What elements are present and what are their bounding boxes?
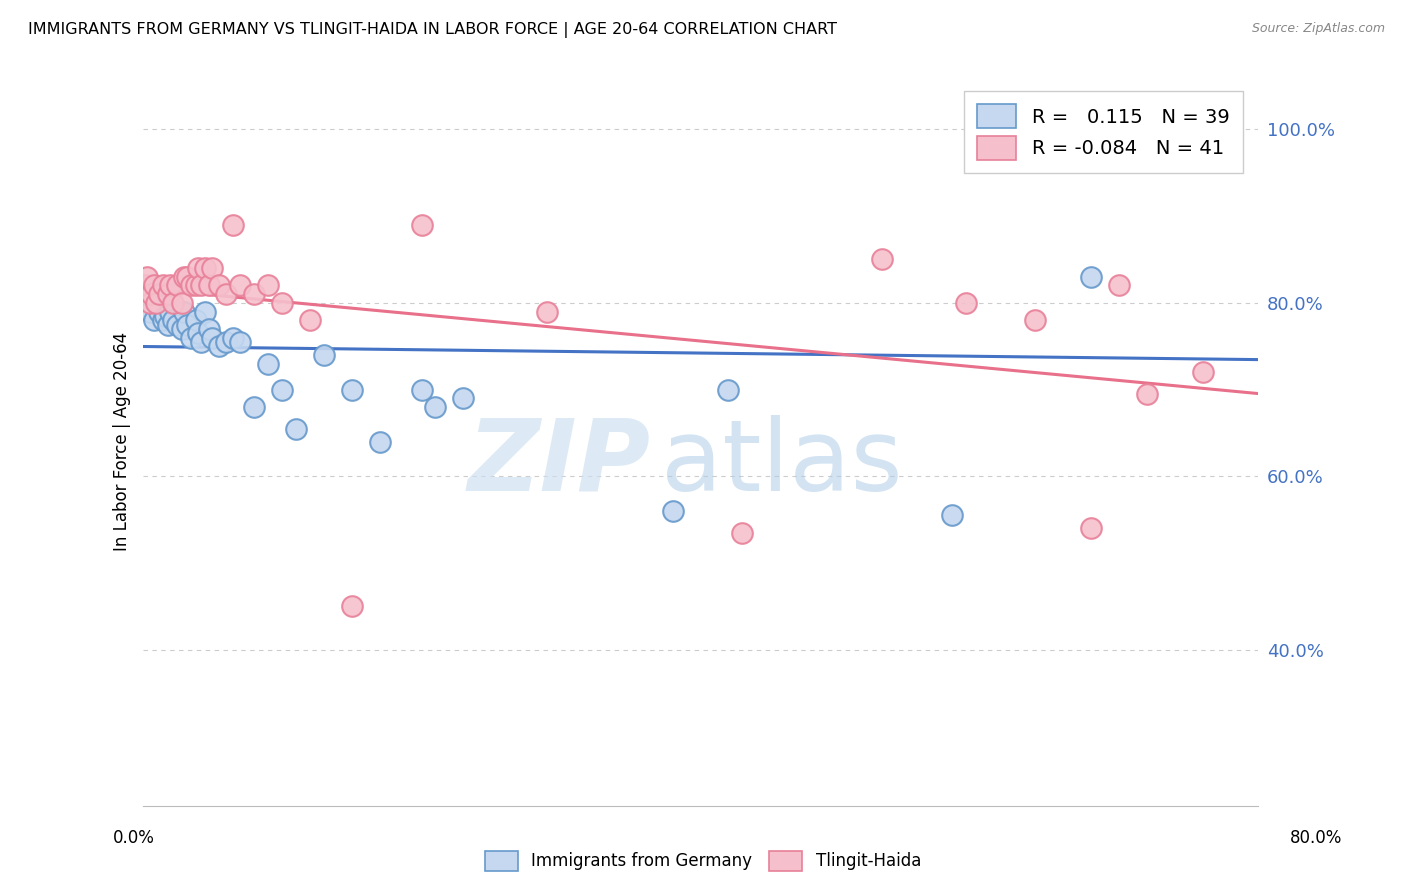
- Point: [257, 278, 280, 293]
- Point: [208, 339, 231, 353]
- Point: [194, 261, 217, 276]
- Point: [425, 400, 447, 414]
- Point: [162, 313, 184, 327]
- Point: [145, 296, 167, 310]
- Point: [148, 287, 170, 301]
- Point: [955, 296, 977, 310]
- Point: [142, 313, 165, 327]
- Point: [870, 252, 893, 267]
- Point: [184, 278, 207, 293]
- Point: [1191, 365, 1213, 379]
- Y-axis label: In Labor Force | Age 20-64: In Labor Force | Age 20-64: [114, 332, 131, 551]
- Point: [1080, 269, 1102, 284]
- Point: [1080, 521, 1102, 535]
- Point: [229, 334, 252, 349]
- Point: [166, 318, 188, 332]
- Point: [717, 383, 740, 397]
- Point: [139, 287, 162, 301]
- Point: [411, 218, 433, 232]
- Point: [180, 278, 202, 293]
- Point: [368, 434, 391, 449]
- Legend: Immigrants from Germany, Tlingit-Haida: Immigrants from Germany, Tlingit-Haida: [477, 842, 929, 880]
- Point: [198, 278, 221, 293]
- Point: [243, 400, 266, 414]
- Point: [222, 330, 245, 344]
- Point: [173, 269, 195, 284]
- Point: [201, 261, 224, 276]
- Text: atlas: atlas: [661, 415, 903, 512]
- Point: [222, 218, 245, 232]
- Point: [184, 313, 207, 327]
- Point: [536, 304, 558, 318]
- Point: [145, 296, 167, 310]
- Point: [173, 304, 195, 318]
- Point: [190, 278, 212, 293]
- Point: [1177, 122, 1199, 136]
- Point: [176, 269, 198, 284]
- Point: [180, 330, 202, 344]
- Point: [170, 322, 193, 336]
- Point: [453, 391, 475, 405]
- Point: [215, 334, 238, 349]
- Point: [731, 525, 754, 540]
- Point: [1024, 313, 1046, 327]
- Point: [298, 313, 321, 327]
- Point: [271, 296, 294, 310]
- Point: [159, 304, 181, 318]
- Point: [1136, 387, 1159, 401]
- Point: [138, 304, 160, 318]
- Point: [148, 304, 170, 318]
- Point: [941, 508, 963, 523]
- Point: [201, 330, 224, 344]
- Point: [340, 383, 363, 397]
- Point: [312, 348, 335, 362]
- Text: 0.0%: 0.0%: [112, 829, 155, 847]
- Point: [138, 296, 160, 310]
- Point: [156, 318, 179, 332]
- Point: [340, 599, 363, 614]
- Point: [142, 278, 165, 293]
- Point: [187, 326, 209, 341]
- Point: [208, 278, 231, 293]
- Text: IMMIGRANTS FROM GERMANY VS TLINGIT-HAIDA IN LABOR FORCE | AGE 20-64 CORRELATION : IMMIGRANTS FROM GERMANY VS TLINGIT-HAIDA…: [28, 22, 837, 38]
- Point: [190, 334, 212, 349]
- Point: [152, 313, 174, 327]
- Point: [229, 278, 252, 293]
- Point: [156, 287, 179, 301]
- Point: [170, 296, 193, 310]
- Point: [194, 304, 217, 318]
- Point: [153, 309, 176, 323]
- Point: [166, 278, 188, 293]
- Point: [257, 357, 280, 371]
- Point: [135, 269, 157, 284]
- Point: [187, 261, 209, 276]
- Point: [661, 504, 683, 518]
- Text: ZIP: ZIP: [467, 415, 650, 512]
- Point: [1108, 278, 1130, 293]
- Point: [198, 322, 221, 336]
- Point: [411, 383, 433, 397]
- Point: [285, 421, 308, 435]
- Point: [162, 296, 184, 310]
- Point: [159, 278, 181, 293]
- Point: [134, 278, 156, 293]
- Point: [243, 287, 266, 301]
- Point: [152, 278, 174, 293]
- Point: [176, 318, 198, 332]
- Point: [271, 383, 294, 397]
- Text: 80.0%: 80.0%: [1291, 829, 1343, 847]
- Point: [215, 287, 238, 301]
- Legend: R =   0.115   N = 39, R = -0.084   N = 41: R = 0.115 N = 39, R = -0.084 N = 41: [963, 91, 1243, 173]
- Text: Source: ZipAtlas.com: Source: ZipAtlas.com: [1251, 22, 1385, 36]
